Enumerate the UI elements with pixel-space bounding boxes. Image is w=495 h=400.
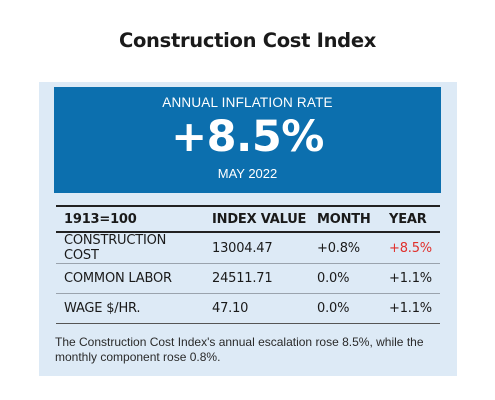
row-month-change: 0.0% bbox=[309, 263, 381, 294]
page-title: Construction Cost Index bbox=[118, 29, 377, 52]
index-panel: ANNUAL INFLATION RATE +8.5% MAY 2022 191… bbox=[39, 82, 457, 376]
row-name: COMMON LABOR bbox=[56, 263, 204, 294]
row-year-change: +1.1% bbox=[381, 293, 440, 324]
cost-index-table: 1913=100 INDEX VALUE MONTH YEAR CONSTRUC… bbox=[56, 205, 440, 324]
row-year-change: +8.5% bbox=[381, 232, 440, 264]
table-row: CONSTRUCTION COST 13004.47 +0.8% +8.5% bbox=[56, 232, 440, 264]
row-name: CONSTRUCTION COST bbox=[56, 232, 204, 264]
table-row: COMMON LABOR 24511.71 0.0% +1.1% bbox=[56, 263, 440, 294]
row-month-change: 0.0% bbox=[309, 293, 381, 324]
table-row: WAGE $/HR. 47.10 0.0% +1.1% bbox=[56, 293, 440, 324]
column-header-index-value: INDEX VALUE bbox=[204, 205, 309, 233]
row-index-value: 24511.71 bbox=[204, 263, 309, 294]
column-header-base: 1913=100 bbox=[56, 205, 204, 233]
table-header-row: 1913=100 INDEX VALUE MONTH YEAR bbox=[56, 205, 440, 233]
row-index-value: 47.10 bbox=[204, 293, 309, 324]
inflation-rate-value: +8.5% bbox=[171, 112, 324, 162]
inflation-rate-label: ANNUAL INFLATION RATE bbox=[162, 95, 333, 110]
footnote: The Construction Cost Index's annual esc… bbox=[55, 335, 424, 364]
column-header-year: YEAR bbox=[381, 205, 440, 233]
row-year-change: +1.1% bbox=[381, 263, 440, 294]
row-index-value: 13004.47 bbox=[204, 232, 309, 264]
row-month-change: +0.8% bbox=[309, 232, 381, 264]
column-header-month: MONTH bbox=[309, 205, 381, 233]
inflation-rate-date: MAY 2022 bbox=[217, 166, 278, 181]
inflation-rate-banner: ANNUAL INFLATION RATE +8.5% MAY 2022 bbox=[54, 87, 441, 193]
row-name: WAGE $/HR. bbox=[56, 293, 204, 324]
